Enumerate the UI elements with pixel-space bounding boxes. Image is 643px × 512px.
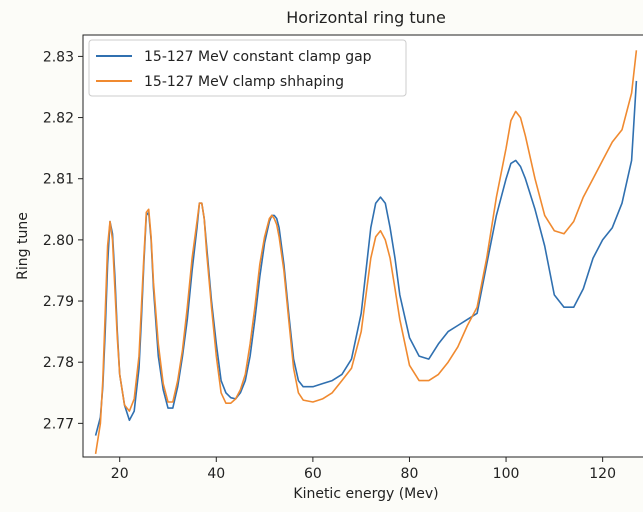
x-axis: 20 40 60 80 100 120 bbox=[111, 457, 616, 482]
y-axis-label: Ring tune bbox=[15, 212, 31, 280]
legend-label-constant-clamp-gap: 15-127 MeV constant clamp gap bbox=[144, 49, 372, 65]
chart-title: Horizontal ring tune bbox=[286, 8, 446, 27]
y-tick-label: 2.79 bbox=[43, 294, 74, 310]
x-tick-label: 100 bbox=[493, 466, 520, 482]
plot-area bbox=[82, 34, 643, 458]
legend: 15-127 MeV constant clamp gap 15-127 MeV… bbox=[88, 39, 407, 97]
y-axis: 2.77 2.78 2.79 2.80 2.81 2.82 2.83 bbox=[43, 49, 83, 432]
series-layer bbox=[94, 50, 638, 455]
x-tick-label: 40 bbox=[207, 466, 225, 482]
x-tick-label: 20 bbox=[111, 466, 129, 482]
legend-label-clamp-shaping: 15-127 MeV clamp shhaping bbox=[144, 74, 344, 90]
y-tick-label: 2.81 bbox=[43, 172, 74, 188]
legend-box bbox=[88, 39, 407, 97]
x-tick-label: 80 bbox=[401, 466, 419, 482]
x-axis-label: Kinetic energy (Mev) bbox=[293, 486, 438, 502]
y-tick-label: 2.80 bbox=[43, 233, 74, 249]
series-line-clamp-shaping bbox=[94, 50, 638, 455]
x-tick-label: 60 bbox=[304, 466, 322, 482]
y-tick-label: 2.77 bbox=[43, 416, 74, 432]
y-tick-label: 2.82 bbox=[43, 111, 74, 127]
y-tick-label: 2.83 bbox=[43, 49, 74, 65]
x-tick-label: 120 bbox=[589, 466, 616, 482]
y-tick-label: 2.78 bbox=[43, 355, 74, 371]
